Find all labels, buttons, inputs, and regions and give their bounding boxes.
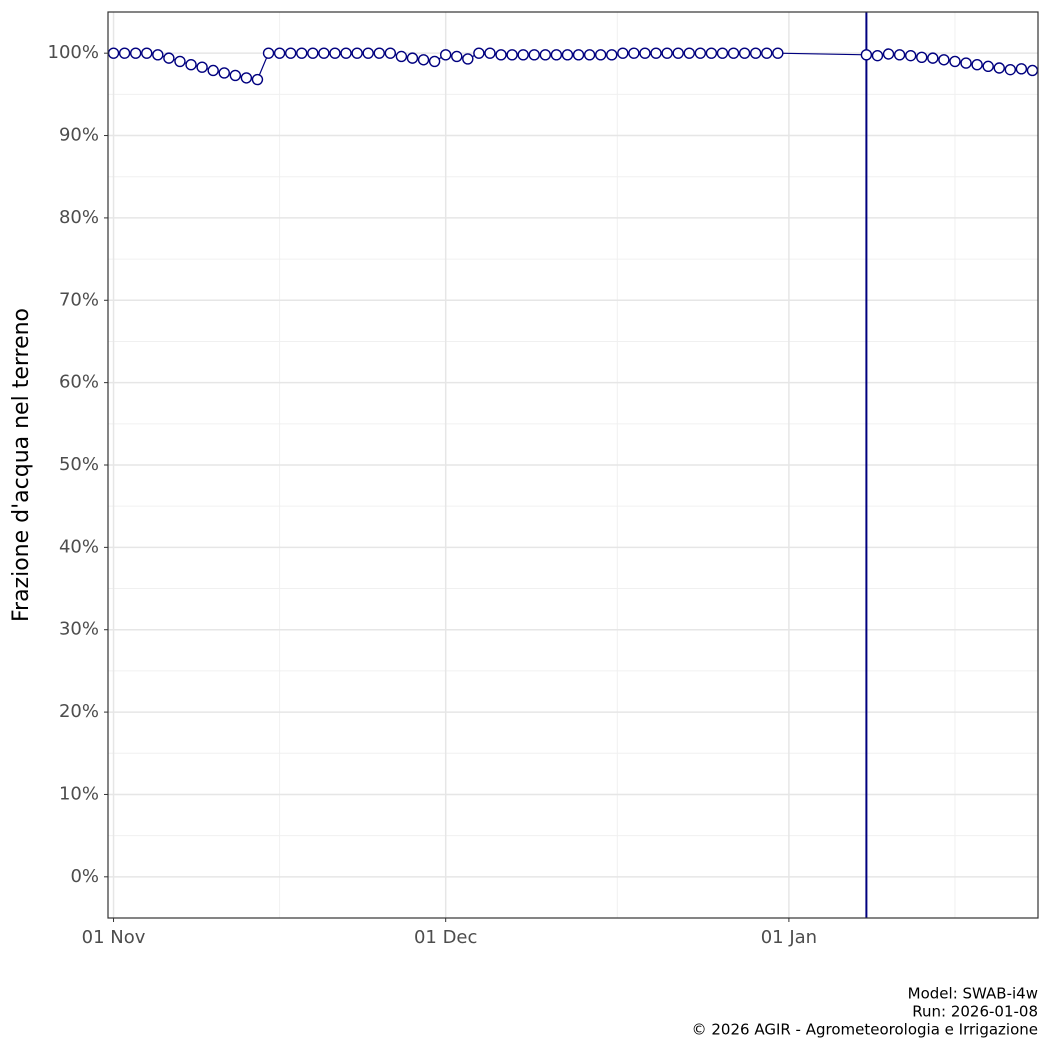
data-point <box>639 47 651 59</box>
data-point <box>860 49 873 61</box>
data-point <box>152 49 164 61</box>
data-point <box>262 47 275 59</box>
data-point <box>1026 64 1039 77</box>
data-point <box>606 49 618 61</box>
data-point <box>738 47 751 59</box>
data-point <box>473 47 485 59</box>
data-point <box>882 48 895 60</box>
data-point <box>550 49 563 61</box>
data-point <box>938 54 950 66</box>
data-point <box>439 49 452 61</box>
data-point <box>207 64 219 77</box>
data-point <box>351 47 363 59</box>
data-point <box>694 47 707 59</box>
data-point <box>528 49 540 61</box>
data-point <box>229 69 242 82</box>
x-tick-label: 01 Dec <box>414 927 477 948</box>
data-point <box>1015 63 1028 75</box>
data-point <box>428 55 441 68</box>
data-point <box>129 47 142 59</box>
data-point <box>539 49 552 61</box>
data-point <box>240 72 253 84</box>
caption: Run: 2026-01-08 <box>912 1003 1038 1021</box>
data-point <box>251 73 264 86</box>
data-point <box>572 49 585 61</box>
data-point <box>628 47 640 59</box>
y-axis-label: Frazione d'acqua nel terreno <box>9 308 34 622</box>
data-point <box>871 49 884 62</box>
data-point <box>716 47 729 59</box>
data-point <box>650 47 662 59</box>
data-point <box>971 59 983 71</box>
data-point <box>561 49 574 61</box>
y-tick-label: 0% <box>70 866 99 887</box>
data-point <box>727 47 740 59</box>
panel-border <box>107 11 1039 919</box>
data-point <box>174 55 186 68</box>
data-point <box>583 49 596 61</box>
data-point <box>772 47 784 59</box>
data-point <box>893 49 906 61</box>
y-tick-label: 50% <box>59 454 99 475</box>
data-point <box>218 67 230 79</box>
data-point <box>683 47 695 59</box>
data-point <box>296 47 308 59</box>
y-tick-label: 100% <box>48 42 99 63</box>
x-tick-label: 01 Nov <box>82 927 146 948</box>
data-point <box>949 55 961 68</box>
data-point <box>761 47 773 59</box>
data-point <box>417 54 430 66</box>
data-point <box>904 49 917 62</box>
data-point <box>307 47 319 59</box>
data-point <box>373 47 385 59</box>
data-point <box>594 49 607 61</box>
y-tick-label: 30% <box>59 619 99 640</box>
caption: Model: SWAB-i4w <box>908 985 1038 1003</box>
data-point <box>118 47 131 59</box>
data-point <box>362 47 374 59</box>
y-tick-label: 70% <box>59 289 99 310</box>
y-tick-label: 90% <box>59 125 99 146</box>
data-point <box>672 47 684 59</box>
data-point <box>185 59 197 71</box>
data-point <box>517 49 529 61</box>
data-point <box>993 62 1005 74</box>
data-point <box>395 50 408 63</box>
data-point <box>318 47 330 59</box>
data-point <box>617 47 629 59</box>
x-tick-label: 01 Jan <box>761 927 817 948</box>
y-tick-label: 40% <box>59 536 99 557</box>
data-point <box>916 51 928 63</box>
data-point <box>384 47 397 59</box>
data-point <box>340 47 352 59</box>
data-point <box>284 47 297 59</box>
y-tick-label: 60% <box>59 372 99 393</box>
y-tick-label: 20% <box>59 701 99 722</box>
data-point <box>462 53 474 65</box>
data-point <box>495 49 507 61</box>
data-point <box>329 47 341 59</box>
data-point <box>451 50 463 63</box>
data-point <box>506 49 518 61</box>
data-point <box>141 47 153 59</box>
data-point <box>484 47 496 59</box>
data-point <box>273 47 286 59</box>
data-point <box>163 52 175 64</box>
data-point <box>107 47 120 59</box>
data-point <box>960 57 972 69</box>
data-point <box>927 52 939 64</box>
data-point <box>406 52 419 64</box>
y-tick-label: 10% <box>59 783 99 804</box>
data-point <box>661 47 673 59</box>
data-point <box>749 47 762 59</box>
data-point <box>196 61 208 73</box>
caption: © 2026 AGIR - Agrometeorologia e Irrigaz… <box>692 1021 1038 1039</box>
data-point <box>1004 63 1017 76</box>
data-point <box>982 60 994 73</box>
data-point <box>705 47 718 59</box>
y-tick-label: 80% <box>59 207 99 228</box>
